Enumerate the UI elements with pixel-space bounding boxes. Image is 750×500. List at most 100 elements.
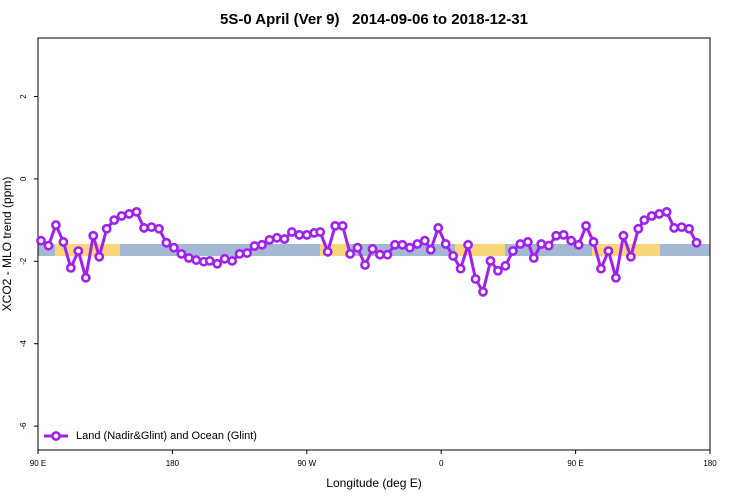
y-tick-label: -4: [19, 340, 28, 348]
point: [139, 223, 149, 233]
point: [669, 223, 680, 233]
point: [654, 209, 665, 219]
y-axis-label: XCO2 - MLO trend (ppm): [0, 177, 14, 312]
point: [633, 223, 644, 234]
y-tick-label: 2: [19, 94, 28, 99]
x-tick-label: 90 E: [30, 459, 46, 468]
point: [485, 255, 496, 266]
point: [116, 211, 127, 221]
point: [596, 263, 606, 274]
point: [404, 242, 415, 253]
point: [249, 241, 260, 251]
point: [101, 223, 112, 234]
x-tick-label: 180: [703, 459, 717, 468]
point: [390, 239, 400, 250]
point: [219, 253, 230, 264]
point: [603, 246, 614, 256]
point: [625, 251, 636, 262]
point: [131, 206, 142, 217]
point: [528, 253, 539, 263]
point: [500, 260, 511, 271]
point: [566, 235, 577, 246]
point: [212, 258, 223, 269]
point: [124, 209, 134, 219]
point: [646, 211, 657, 221]
x-axis-label: Longitude (deg E): [326, 476, 421, 490]
point: [618, 230, 629, 241]
point: [242, 248, 252, 258]
point: [397, 239, 408, 250]
point: [88, 230, 99, 241]
point: [536, 239, 547, 249]
legend-marker: [51, 431, 61, 441]
point: [146, 222, 157, 233]
point: [294, 230, 305, 240]
point: [330, 220, 341, 231]
point: [109, 215, 120, 226]
point: [478, 286, 488, 297]
x-tick-label: 0: [439, 459, 444, 468]
point: [58, 237, 69, 247]
point: [573, 239, 584, 250]
land-patch: [55, 244, 120, 256]
land-patch: [455, 244, 505, 256]
point: [286, 227, 297, 237]
point: [691, 237, 702, 248]
point: [73, 246, 84, 256]
x-tick-label: 180: [166, 459, 180, 468]
point: [154, 223, 164, 234]
y-tick-label: -6: [19, 422, 28, 430]
point: [191, 255, 202, 265]
point: [375, 249, 385, 260]
point: [639, 215, 650, 226]
point: [279, 234, 290, 244]
point: [448, 251, 459, 261]
point: [493, 265, 503, 276]
point: [94, 251, 105, 262]
point: [204, 255, 215, 266]
point: [367, 244, 378, 254]
point: [272, 232, 282, 243]
point: [352, 242, 363, 253]
point: [581, 220, 591, 231]
point: [588, 237, 599, 247]
point: [36, 235, 46, 246]
point: [337, 220, 348, 231]
point: [455, 263, 466, 274]
point: [264, 234, 275, 245]
legend-label: Land (Nadir&Glint) and Ocean (Glint): [76, 430, 257, 442]
point: [315, 227, 326, 237]
point: [558, 230, 569, 240]
point: [360, 260, 370, 270]
point: [543, 240, 554, 251]
point: [470, 274, 481, 284]
point: [227, 255, 238, 266]
point: [168, 242, 179, 253]
point: [322, 246, 333, 257]
chart-title: 5S-0 April (Ver 9) 2014-09-06 to 2018-12…: [220, 11, 528, 28]
point: [234, 248, 245, 259]
point: [419, 235, 430, 246]
point: [661, 206, 672, 217]
point: [345, 248, 356, 259]
point: [684, 223, 694, 234]
point: [176, 248, 187, 259]
point: [51, 220, 61, 230]
point: [522, 237, 533, 247]
point: [433, 223, 444, 233]
point: [463, 239, 473, 250]
y-tick-label: -2: [19, 257, 28, 265]
point: [507, 246, 518, 256]
point: [515, 239, 526, 249]
point: [80, 272, 91, 283]
x-tick-label: 90 E: [567, 459, 583, 468]
point: [412, 239, 423, 249]
point: [611, 272, 621, 283]
point: [551, 230, 562, 241]
point: [161, 237, 172, 248]
point: [257, 239, 267, 250]
point: [425, 244, 436, 255]
x-tick-label: 90 W: [297, 459, 316, 468]
point: [440, 239, 451, 249]
